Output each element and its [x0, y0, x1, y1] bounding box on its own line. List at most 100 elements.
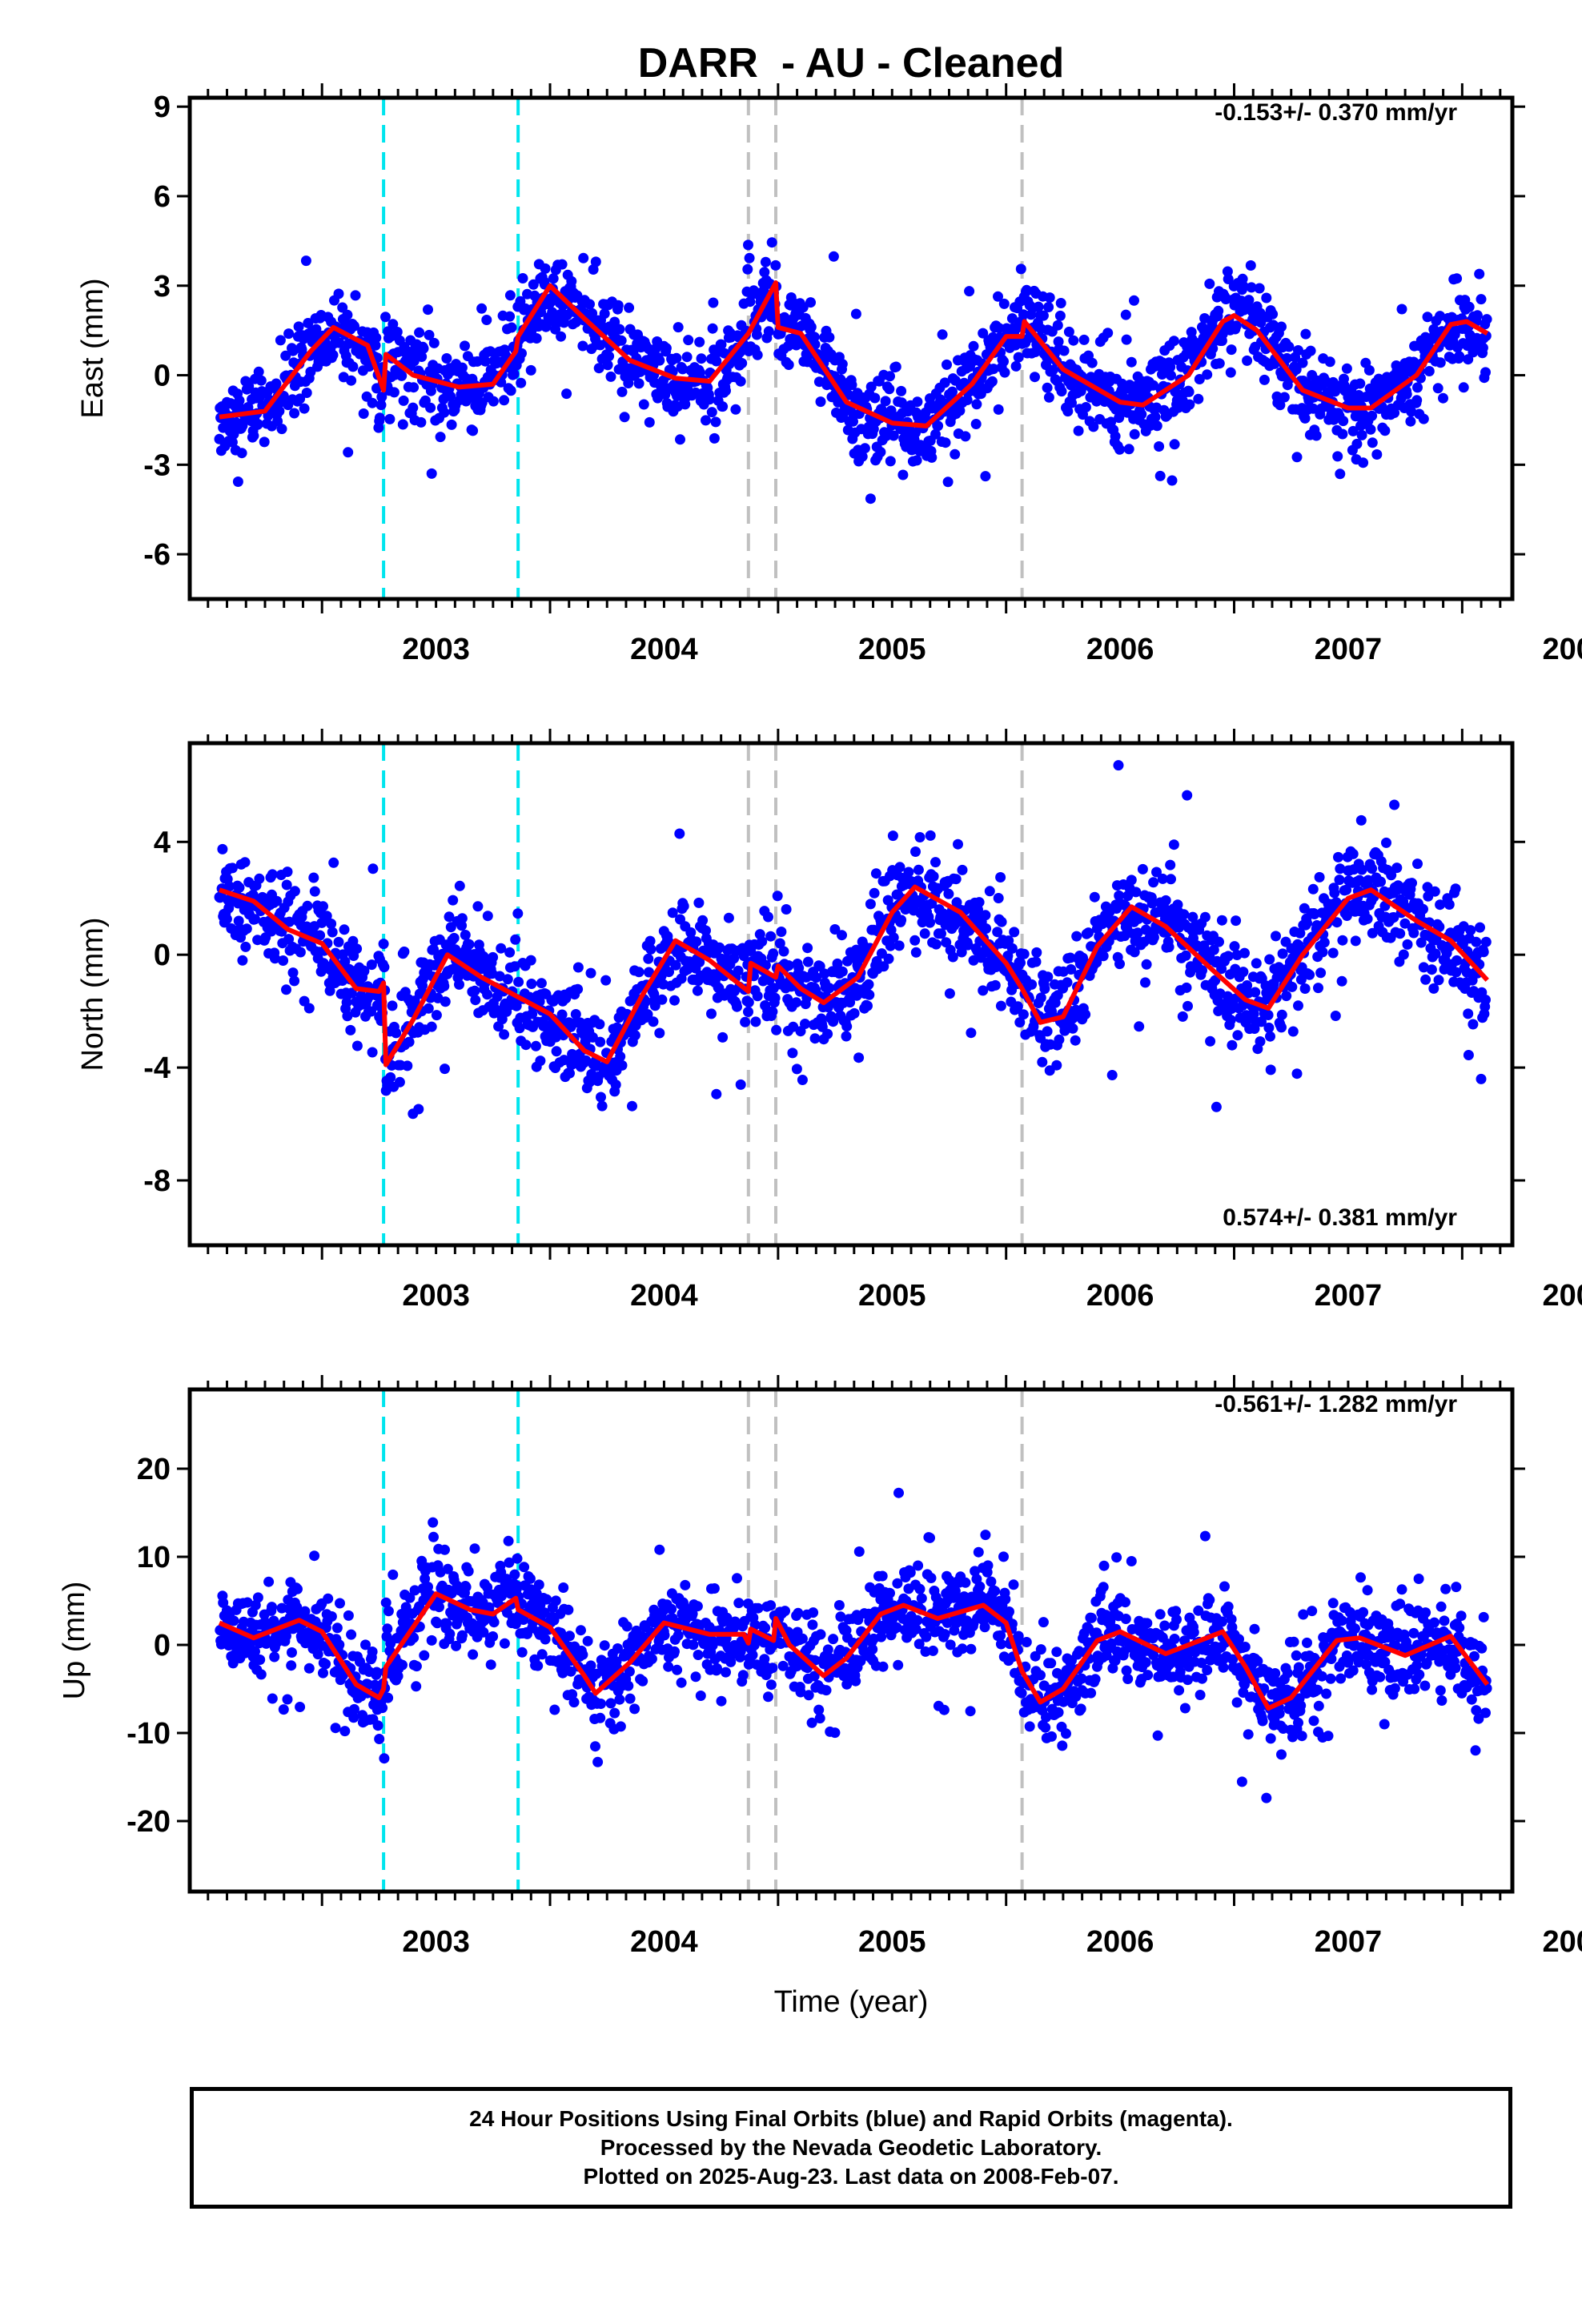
data-point	[1068, 335, 1079, 346]
data-point	[1297, 357, 1308, 368]
data-point	[1356, 864, 1367, 875]
data-point	[1329, 887, 1340, 899]
data-point	[914, 832, 926, 842]
data-point	[478, 1626, 489, 1638]
data-point	[448, 932, 460, 943]
data-point	[1480, 367, 1491, 378]
data-point	[1283, 341, 1295, 352]
data-point	[350, 290, 361, 301]
y-tick-label: 6	[154, 180, 171, 214]
data-point	[743, 239, 753, 251]
data-point	[377, 1703, 388, 1714]
data-point	[800, 1019, 810, 1029]
data-point	[1102, 328, 1114, 339]
data-point	[612, 300, 624, 311]
data-point	[1242, 355, 1253, 366]
data-point	[1389, 408, 1400, 418]
data-point	[912, 396, 923, 408]
data-point	[253, 366, 264, 377]
data-point	[921, 1631, 932, 1642]
data-point	[663, 1661, 674, 1672]
data-point	[1463, 1008, 1474, 1019]
data-point	[278, 1704, 289, 1715]
data-point	[797, 1075, 808, 1085]
data-point	[404, 1592, 416, 1603]
data-points	[214, 760, 1492, 1120]
data-point	[1021, 284, 1032, 296]
data-point	[482, 911, 493, 922]
data-point	[661, 343, 672, 354]
data-point	[572, 983, 584, 995]
data-point	[1150, 412, 1161, 423]
data-point	[1015, 957, 1026, 968]
data-point	[1307, 403, 1319, 414]
data-point	[387, 1000, 398, 1011]
data-point	[624, 1693, 636, 1704]
data-point	[241, 923, 252, 935]
data-point	[384, 413, 396, 424]
data-point	[758, 285, 769, 296]
data-point	[1166, 874, 1176, 885]
data-point	[1430, 948, 1441, 959]
data-point	[1137, 863, 1148, 875]
data-point	[1401, 388, 1412, 400]
data-point	[909, 935, 921, 946]
data-point	[803, 1690, 814, 1701]
data-point	[995, 872, 1006, 883]
data-point	[670, 959, 681, 971]
data-point	[218, 1597, 229, 1608]
data-point	[1169, 439, 1180, 450]
data-point	[1265, 1031, 1275, 1042]
data-point	[1199, 911, 1211, 923]
data-point	[499, 1638, 510, 1649]
data-point	[561, 388, 572, 400]
data-point	[428, 337, 440, 348]
data-point	[1299, 983, 1311, 994]
data-point	[903, 866, 914, 878]
data-point	[1067, 1023, 1078, 1034]
data-point	[783, 960, 794, 971]
data-point	[787, 1047, 798, 1059]
data-point	[283, 328, 295, 340]
data-point	[1126, 356, 1137, 368]
data-point	[563, 1604, 574, 1615]
data-point	[494, 971, 505, 982]
data-point	[1464, 301, 1475, 312]
data-point	[910, 846, 921, 857]
data-point	[960, 1577, 971, 1588]
data-point	[974, 1581, 986, 1592]
data-point	[1080, 1009, 1091, 1020]
data-point	[499, 395, 510, 406]
data-point	[333, 936, 344, 947]
data-point	[536, 1649, 548, 1660]
x-tick-label: 2004	[630, 1279, 698, 1313]
data-point	[1035, 992, 1046, 1003]
data-point	[444, 1628, 456, 1639]
data-point	[399, 946, 410, 957]
data-point	[694, 956, 705, 967]
data-point	[446, 419, 457, 430]
data-point	[214, 433, 225, 444]
model-line	[219, 884, 1489, 1068]
data-point	[1395, 928, 1406, 939]
data-point	[1392, 880, 1403, 891]
data-point	[1474, 268, 1485, 279]
data-point	[570, 1009, 581, 1019]
data-point	[1271, 931, 1281, 942]
data-point	[877, 1570, 888, 1582]
data-point	[333, 288, 344, 300]
data-point	[516, 377, 527, 388]
data-point	[1214, 358, 1225, 369]
data-point	[1223, 274, 1234, 284]
data-point	[267, 1693, 278, 1704]
data-point	[654, 1544, 665, 1555]
data-point	[1054, 1034, 1065, 1045]
data-point	[1248, 1008, 1259, 1019]
data-point	[774, 938, 785, 949]
data-point	[869, 887, 880, 899]
data-point	[1255, 1036, 1266, 1047]
data-point	[701, 415, 711, 426]
data-point	[809, 332, 820, 343]
data-point	[1259, 374, 1270, 385]
